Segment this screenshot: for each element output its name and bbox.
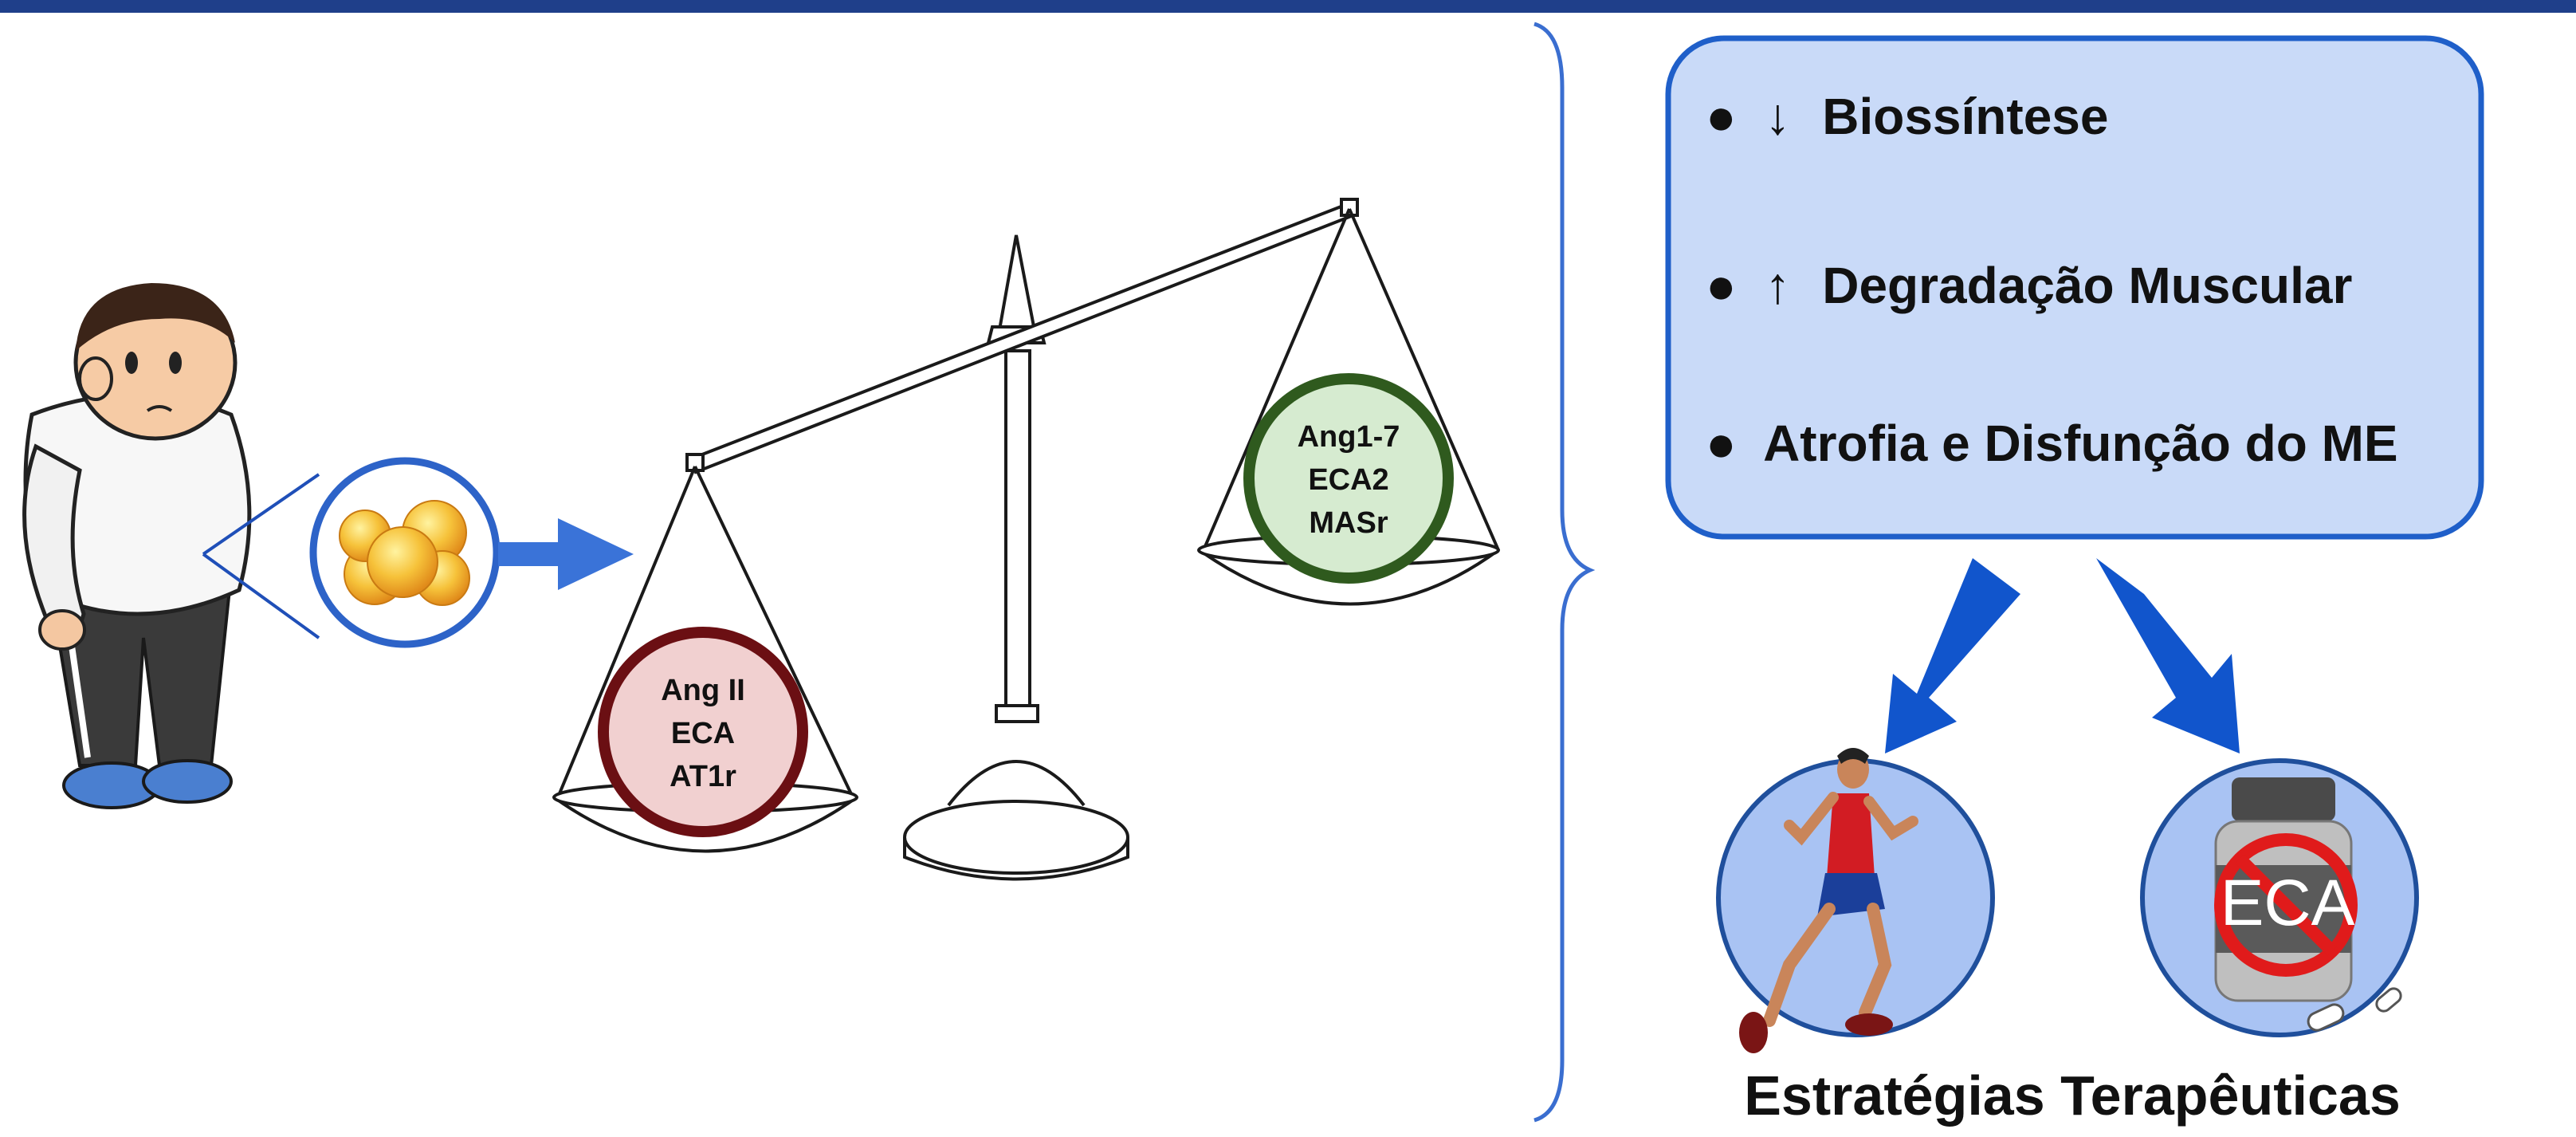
left-pan-line-1: Ang II <box>661 674 745 707</box>
runner-icon <box>1739 748 1918 1053</box>
left-pan-line-2: ECA <box>671 717 735 750</box>
drug-label: ECA <box>2221 867 2355 939</box>
obese-person-icon <box>22 283 252 809</box>
pill-icon <box>2307 987 2402 1032</box>
effect-item-2: ● ↑ Degradação Muscular <box>1706 257 2352 314</box>
strategies-caption: Estratégias Terapêuticas <box>1744 1064 2401 1127</box>
prohibition-icon <box>2214 833 2358 977</box>
zoom-line-top <box>202 473 320 556</box>
effect-item-1: ● ↓ Biossíntese <box>1706 88 2108 145</box>
arrow-to-balance <box>498 518 634 590</box>
right-pan-line-3: MASr <box>1309 506 1388 540</box>
right-pan-line-2: ECA2 <box>1308 463 1388 497</box>
top-bar <box>0 0 2576 13</box>
left-pan-circle: Ang II ECA AT1r <box>598 627 808 837</box>
effects-box: ● ↓ Biossíntese ● ↑ Degradação Muscular … <box>1665 35 2484 540</box>
arrow-to-drug <box>2096 558 2240 753</box>
zoom-line-bottom <box>202 553 320 639</box>
effect-item-3: ● Atrofia e Disfunção do ME <box>1706 415 2398 472</box>
left-pan-line-3: AT1r <box>670 760 736 793</box>
curly-brace <box>1533 22 1596 1123</box>
right-pan-circle: Ang1-7 ECA2 MASr <box>1243 373 1454 584</box>
arrow-to-exercise <box>1885 558 2020 753</box>
right-pan-line-1: Ang1-7 <box>1298 420 1400 454</box>
fat-cells-icon <box>309 457 501 648</box>
